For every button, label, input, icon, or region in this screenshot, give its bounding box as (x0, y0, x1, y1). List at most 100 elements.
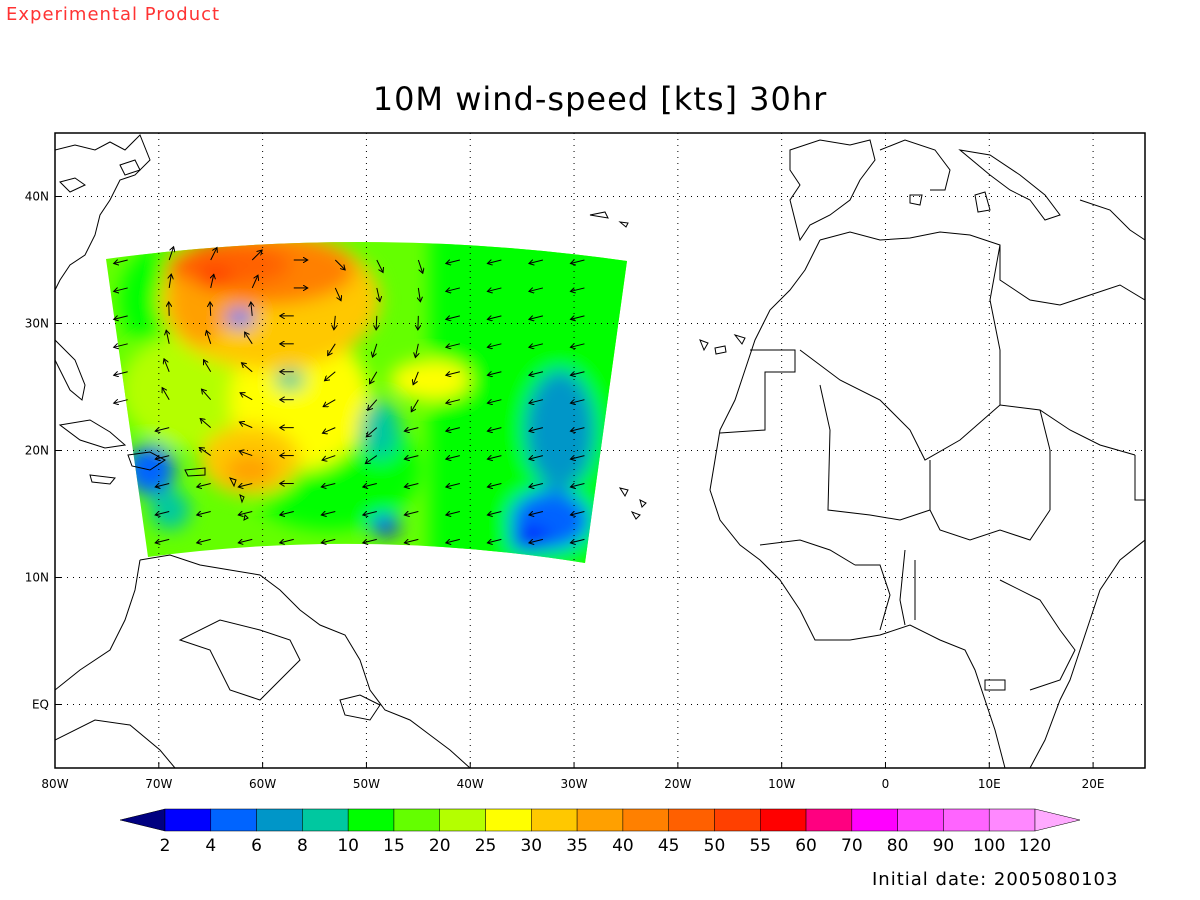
lat-tick-label: 40N (25, 190, 49, 204)
lat-tick-label: 30N (25, 317, 49, 331)
colorbar-label: 30 (520, 836, 542, 856)
wind-arrow (529, 484, 544, 488)
wind-arrow (529, 539, 544, 543)
wind-arrow (487, 288, 502, 292)
wind-arrow (114, 372, 128, 376)
wind-arrow (487, 456, 502, 460)
colorbar-label: 45 (658, 836, 680, 856)
colorbar-label: 25 (475, 836, 497, 856)
wind-arrow (404, 428, 419, 432)
wind-arrow (570, 539, 585, 543)
wind-arrow (280, 539, 294, 543)
wind-arrow (155, 511, 170, 515)
wind-arrow (487, 372, 502, 376)
map-frame (54, 132, 1146, 769)
wind-arrow (245, 332, 253, 345)
lon-tick-label: 50W (353, 777, 380, 791)
wind-arrow (570, 288, 585, 292)
lon-tick-label: 10W (768, 777, 795, 791)
wind-arrow (114, 316, 128, 320)
colorbar-label: 20 (429, 836, 451, 856)
colorbar-swatch (851, 808, 898, 832)
wind-arrow (529, 511, 544, 515)
colorbar-swatch (576, 808, 624, 832)
wind-arrow (251, 275, 258, 289)
wind-arrow (241, 363, 253, 373)
wind-arrow (570, 511, 585, 515)
wind-arrow (155, 428, 170, 432)
colorbar-label: 80 (887, 836, 909, 856)
wind-arrow (366, 427, 378, 437)
colorbar-swatch (347, 808, 395, 832)
wind-arrow (529, 372, 544, 376)
wind-arrow (404, 511, 419, 515)
wind-arrow (487, 428, 502, 432)
wind-arrow (280, 511, 294, 515)
lon-tick-label: 0 (882, 777, 890, 791)
lon-tick-label: 30W (560, 777, 587, 791)
colorbar-label: 2 (160, 836, 171, 856)
lon-tick-label: 20E (1082, 777, 1105, 791)
wind-arrow (446, 428, 460, 432)
wind-arrow (411, 399, 419, 412)
colorbar-label: 70 (841, 836, 863, 856)
lat-tick-label: 20N (25, 444, 49, 458)
wind-arrow (239, 422, 253, 429)
wind-arrow (529, 316, 544, 320)
colorbar-swatch (393, 808, 440, 832)
wind-arrow (487, 400, 502, 404)
wind-arrow (376, 259, 383, 273)
wind-arrow (114, 344, 128, 348)
colorbar: 2 4 6 8 10 15 20 25 30 35 40 45 50 55 60 70 80 90 100 120 (119, 808, 1081, 856)
wind-arrow (334, 259, 345, 270)
wind-arrow (334, 315, 335, 330)
experimental-product-label: Experimental Product (6, 4, 221, 25)
wind-arrow (322, 427, 336, 434)
colorbar-swatch (760, 808, 807, 832)
wind-arrow (155, 539, 170, 543)
wind-arrow (363, 539, 377, 543)
wind-arrow (404, 539, 419, 543)
wind-arrow (446, 484, 460, 488)
wind-arrow (238, 484, 253, 488)
colorbar-swatch (256, 808, 303, 832)
wind-arrow (570, 428, 585, 432)
lon-tick-label: 70W (145, 777, 172, 791)
colorbar-label: 35 (566, 836, 588, 856)
wind-arrow (334, 287, 341, 301)
colorbar-label: 60 (795, 836, 817, 856)
wind-arrow (372, 343, 378, 357)
colorbar-left-triangle (119, 808, 166, 832)
wind-arrow (446, 316, 460, 320)
wind-arrow (570, 400, 585, 404)
wind-arrow (487, 511, 502, 515)
wind-arrow (446, 288, 460, 292)
lon-tick-label: 40W (457, 777, 484, 791)
wind-arrow (446, 456, 460, 460)
wind-arrow (321, 539, 336, 543)
wind-arrow (197, 539, 211, 543)
lon-tick-label: 80W (41, 777, 68, 791)
wind-arrow (210, 302, 211, 316)
colorbar-swatch (668, 808, 715, 832)
wind-arrow (446, 260, 460, 264)
coastlines (55, 134, 1145, 768)
wind-arrow (200, 418, 212, 429)
colorbar-swatch (897, 808, 944, 832)
wind-arrow (376, 315, 377, 330)
wind-arrow (446, 372, 460, 376)
wind-arrow (570, 344, 585, 348)
wind-arrow (404, 456, 419, 460)
colorbar-swatch (210, 808, 257, 832)
lon-tick-label: 10E (978, 777, 1001, 791)
wind-arrow (197, 484, 211, 488)
wind-arrow (487, 484, 502, 488)
wind-arrow (321, 511, 336, 515)
lon-tick-label: 60W (249, 777, 276, 791)
wind-arrow (415, 343, 418, 358)
colorbar-swatch (943, 808, 990, 832)
wind-arrow (199, 448, 212, 456)
colorbar-label: 6 (251, 836, 262, 856)
colorbar-label: 10 (337, 836, 359, 856)
lat-tick-label: EQ (32, 698, 49, 712)
